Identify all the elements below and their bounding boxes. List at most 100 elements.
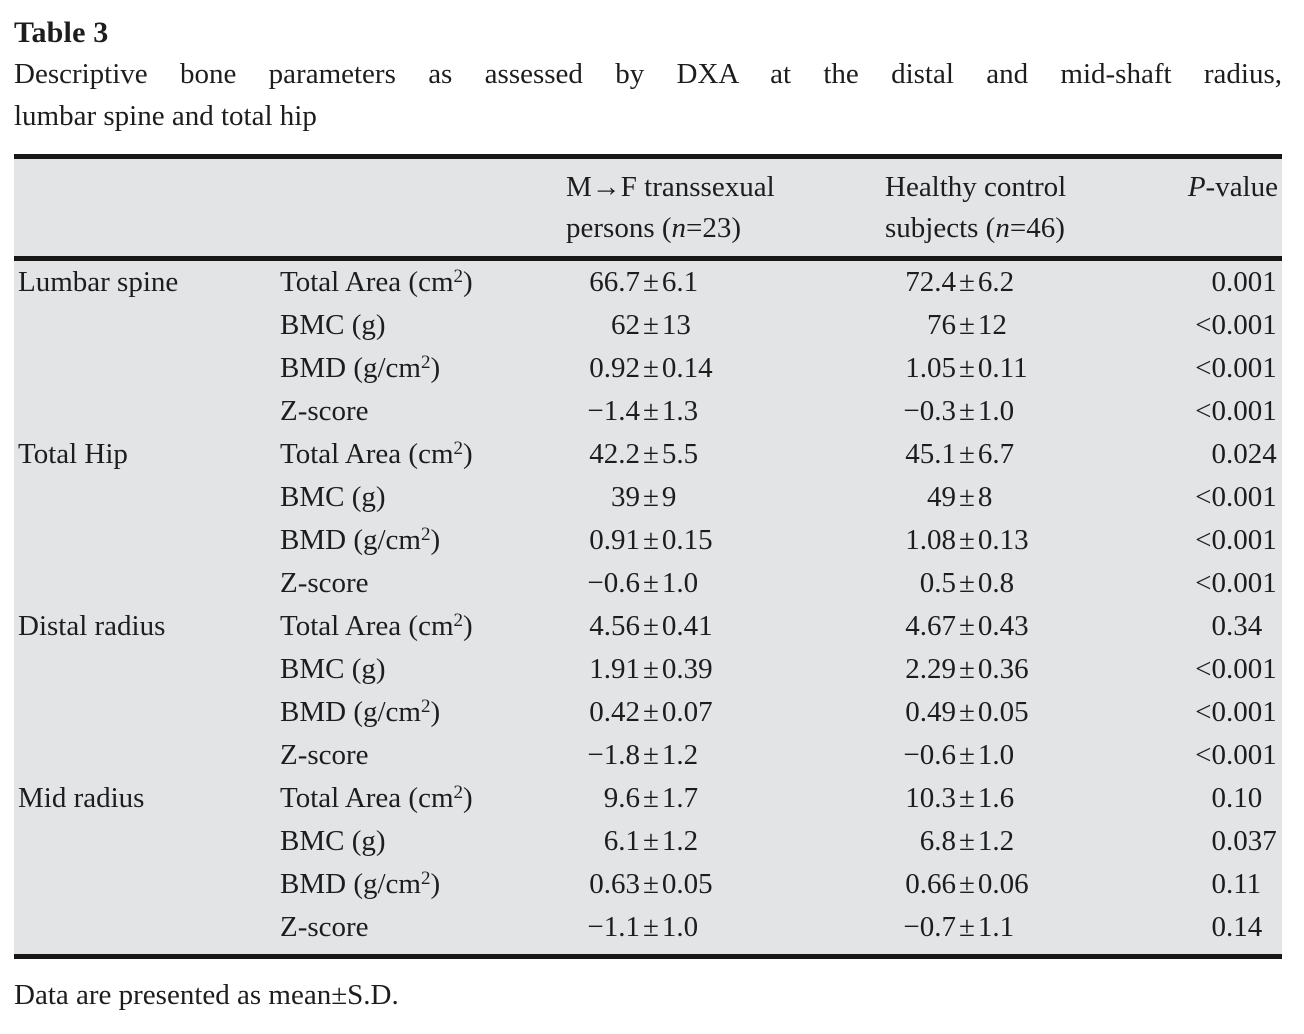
- header-control-line1: Healthy control: [885, 171, 1067, 203]
- table-row: Z-score −0.6 ±1.0 0.5 ±0.8 <0.001: [14, 562, 1282, 605]
- control-value-cell: 76 ±12: [927, 309, 1007, 341]
- p-value-cell: <0.001: [1195, 395, 1277, 427]
- region-cell: Distal radius: [18, 610, 166, 642]
- table-row: Distal radius Total Area (cm2) 4.56 ±0.41 4.…: [14, 605, 1282, 648]
- control-value-cell: 0.49 ±0.05: [905, 696, 1029, 728]
- n-symbol: n: [995, 212, 1010, 244]
- parameter-cell: BMD (g/cm2): [280, 868, 441, 900]
- region-cell: [14, 691, 280, 734]
- data-table: M→F transsexual persons (n=23) Healthy c…: [14, 154, 1282, 959]
- superscript: 2: [453, 266, 464, 288]
- control-value-cell: 0.66 ±0.06: [905, 868, 1029, 900]
- control-value-cell: 0.5 ±0.8: [919, 567, 1015, 599]
- table-row: Total Hip Total Area (cm2) 42.2 ±5.5 45.1 ±6.…: [14, 433, 1282, 476]
- region-cell: [14, 734, 280, 777]
- table-footnote: Data are presented as mean±S.D.: [14, 979, 399, 1011]
- table-row: BMC (g) 1.91 ±0.39 2.29 ±0.36 <0.001: [14, 648, 1282, 691]
- parameter-cell: Total Area (cm2): [280, 266, 473, 298]
- region-cell: Mid radius: [18, 782, 145, 814]
- p-value-cell: <0.001: [1195, 739, 1277, 771]
- parameter-cell: BMC (g): [280, 481, 386, 513]
- parameter-cell: Z-score: [280, 567, 369, 599]
- mf-value-cell: 0.91 ±0.15: [589, 524, 713, 556]
- table-row: BMC (g) 6.1 ±1.2 6.8 ±1.2 0.037: [14, 820, 1282, 863]
- region-cell: [14, 863, 280, 906]
- header-pvalue-cell: P-value: [1187, 171, 1278, 203]
- table-row: Z-score −1.4 ±1.3 −0.3 ±1.0 <0.001: [14, 390, 1282, 433]
- p-value-cell: <0.001: [1195, 524, 1277, 556]
- p-value-cell: <0.001: [1195, 309, 1277, 341]
- mf-value-cell: −1.8 ±1.2: [587, 739, 699, 771]
- table-body: Lumbar spine Total Area (cm2) 66.7 ±6.1 72.4…: [14, 261, 1282, 954]
- header-control-line2: subjects (n=46): [885, 212, 1065, 244]
- p-value-cell: <0.001: [1195, 481, 1277, 513]
- region-cell: [14, 648, 280, 691]
- superscript: 2: [420, 696, 431, 718]
- p-value-cell: 0.037: [1211, 825, 1277, 857]
- region-cell: [14, 347, 280, 390]
- superscript: 2: [420, 352, 431, 374]
- region-cell: [14, 820, 280, 863]
- region-cell: Lumbar spine: [18, 266, 179, 298]
- table-header-row: M→F transsexual persons (n=23) Healthy c…: [14, 159, 1282, 261]
- p-value-cell: <0.001: [1195, 653, 1277, 685]
- p-symbol: P: [1187, 171, 1206, 203]
- superscript: 2: [453, 438, 464, 460]
- control-value-cell: 1.05 ±0.11: [905, 352, 1028, 384]
- p-value-cell: 0.024: [1211, 438, 1277, 470]
- table-row: Z-score −1.8 ±1.2 −0.6 ±1.0 <0.001: [14, 734, 1282, 777]
- p-value-cell: 0.11: [1211, 868, 1262, 900]
- header-mf-line1: M→F transsexual: [566, 171, 775, 203]
- p-value-cell: 0.14: [1211, 911, 1263, 943]
- control-value-cell: 72.4 ±6.2: [905, 266, 1015, 298]
- mf-value-cell: 6.1 ±1.2: [603, 825, 699, 857]
- parameter-cell: BMD (g/cm2): [280, 524, 441, 556]
- region-cell: [14, 476, 280, 519]
- region-cell: [14, 519, 280, 562]
- p-value-cell: 0.001: [1211, 266, 1277, 298]
- control-value-cell: 45.1 ±6.7: [905, 438, 1015, 470]
- parameter-cell: Total Area (cm2): [280, 782, 473, 814]
- p-value-cell: <0.001: [1195, 352, 1277, 384]
- superscript: 2: [453, 782, 464, 804]
- control-value-cell: −0.6 ±1.0: [903, 739, 1015, 771]
- table-row: BMC (g) 39 ±9 49 ±8 <0.001: [14, 476, 1282, 519]
- control-value-cell: 4.67 ±0.43: [905, 610, 1029, 642]
- parameter-cell: Total Area (cm2): [280, 610, 473, 642]
- mf-value-cell: 0.92 ±0.14: [589, 352, 713, 384]
- mf-value-cell: 62 ±13: [611, 309, 691, 341]
- table-row: BMD (g/cm2) 0.63 ±0.05 0.66 ±0.06 0.11: [14, 863, 1282, 906]
- control-value-cell: 10.3 ±1.6: [905, 782, 1015, 814]
- caption-line-2: lumbar spine and total hip: [14, 100, 317, 132]
- control-value-cell: 1.08 ±0.13: [905, 524, 1029, 556]
- table-caption: Descriptive bone parameters as assessed …: [14, 53, 1282, 137]
- parameter-cell: BMC (g): [280, 825, 386, 857]
- table-row: Mid radius Total Area (cm2) 9.6 ±1.7 10.3 ±1.…: [14, 777, 1282, 820]
- header-parameter-cell: [280, 167, 566, 249]
- table-row: BMD (g/cm2) 0.42 ±0.07 0.49 ±0.05 <0.001: [14, 691, 1282, 734]
- parameter-cell: BMD (g/cm2): [280, 352, 441, 384]
- table-row: Lumbar spine Total Area (cm2) 66.7 ±6.1 72.4…: [14, 261, 1282, 304]
- mf-value-cell: −1.1 ±1.0: [587, 911, 699, 943]
- parameter-cell: BMC (g): [280, 653, 386, 685]
- mf-value-cell: −1.4 ±1.3: [587, 395, 699, 427]
- mf-value-cell: 1.91 ±0.39: [589, 653, 713, 685]
- header-control-group-cell: Healthy control subjects (n=46): [885, 167, 1185, 249]
- mf-value-cell: 66.7 ±6.1: [589, 266, 699, 298]
- parameter-cell: BMD (g/cm2): [280, 696, 441, 728]
- mf-value-cell: 39 ±9: [611, 481, 677, 513]
- p-value-cell: <0.001: [1195, 696, 1277, 728]
- table-row: BMD (g/cm2) 0.92 ±0.14 1.05 ±0.11 <0.001: [14, 347, 1282, 390]
- region-cell: [14, 304, 280, 347]
- mf-value-cell: 0.63 ±0.05: [589, 868, 713, 900]
- parameter-cell: Z-score: [280, 395, 369, 427]
- mf-value-cell: 9.6 ±1.7: [603, 782, 699, 814]
- p-value-cell: 0.10: [1211, 782, 1263, 814]
- caption-line-1: Descriptive bone parameters as assessed …: [14, 58, 1282, 90]
- control-value-cell: −0.3 ±1.0: [903, 395, 1015, 427]
- region-cell: [14, 562, 280, 605]
- header-region-cell: [14, 167, 280, 249]
- region-cell: Total Hip: [18, 438, 128, 470]
- mf-value-cell: −0.6 ±1.0: [587, 567, 699, 599]
- superscript: 2: [420, 868, 431, 890]
